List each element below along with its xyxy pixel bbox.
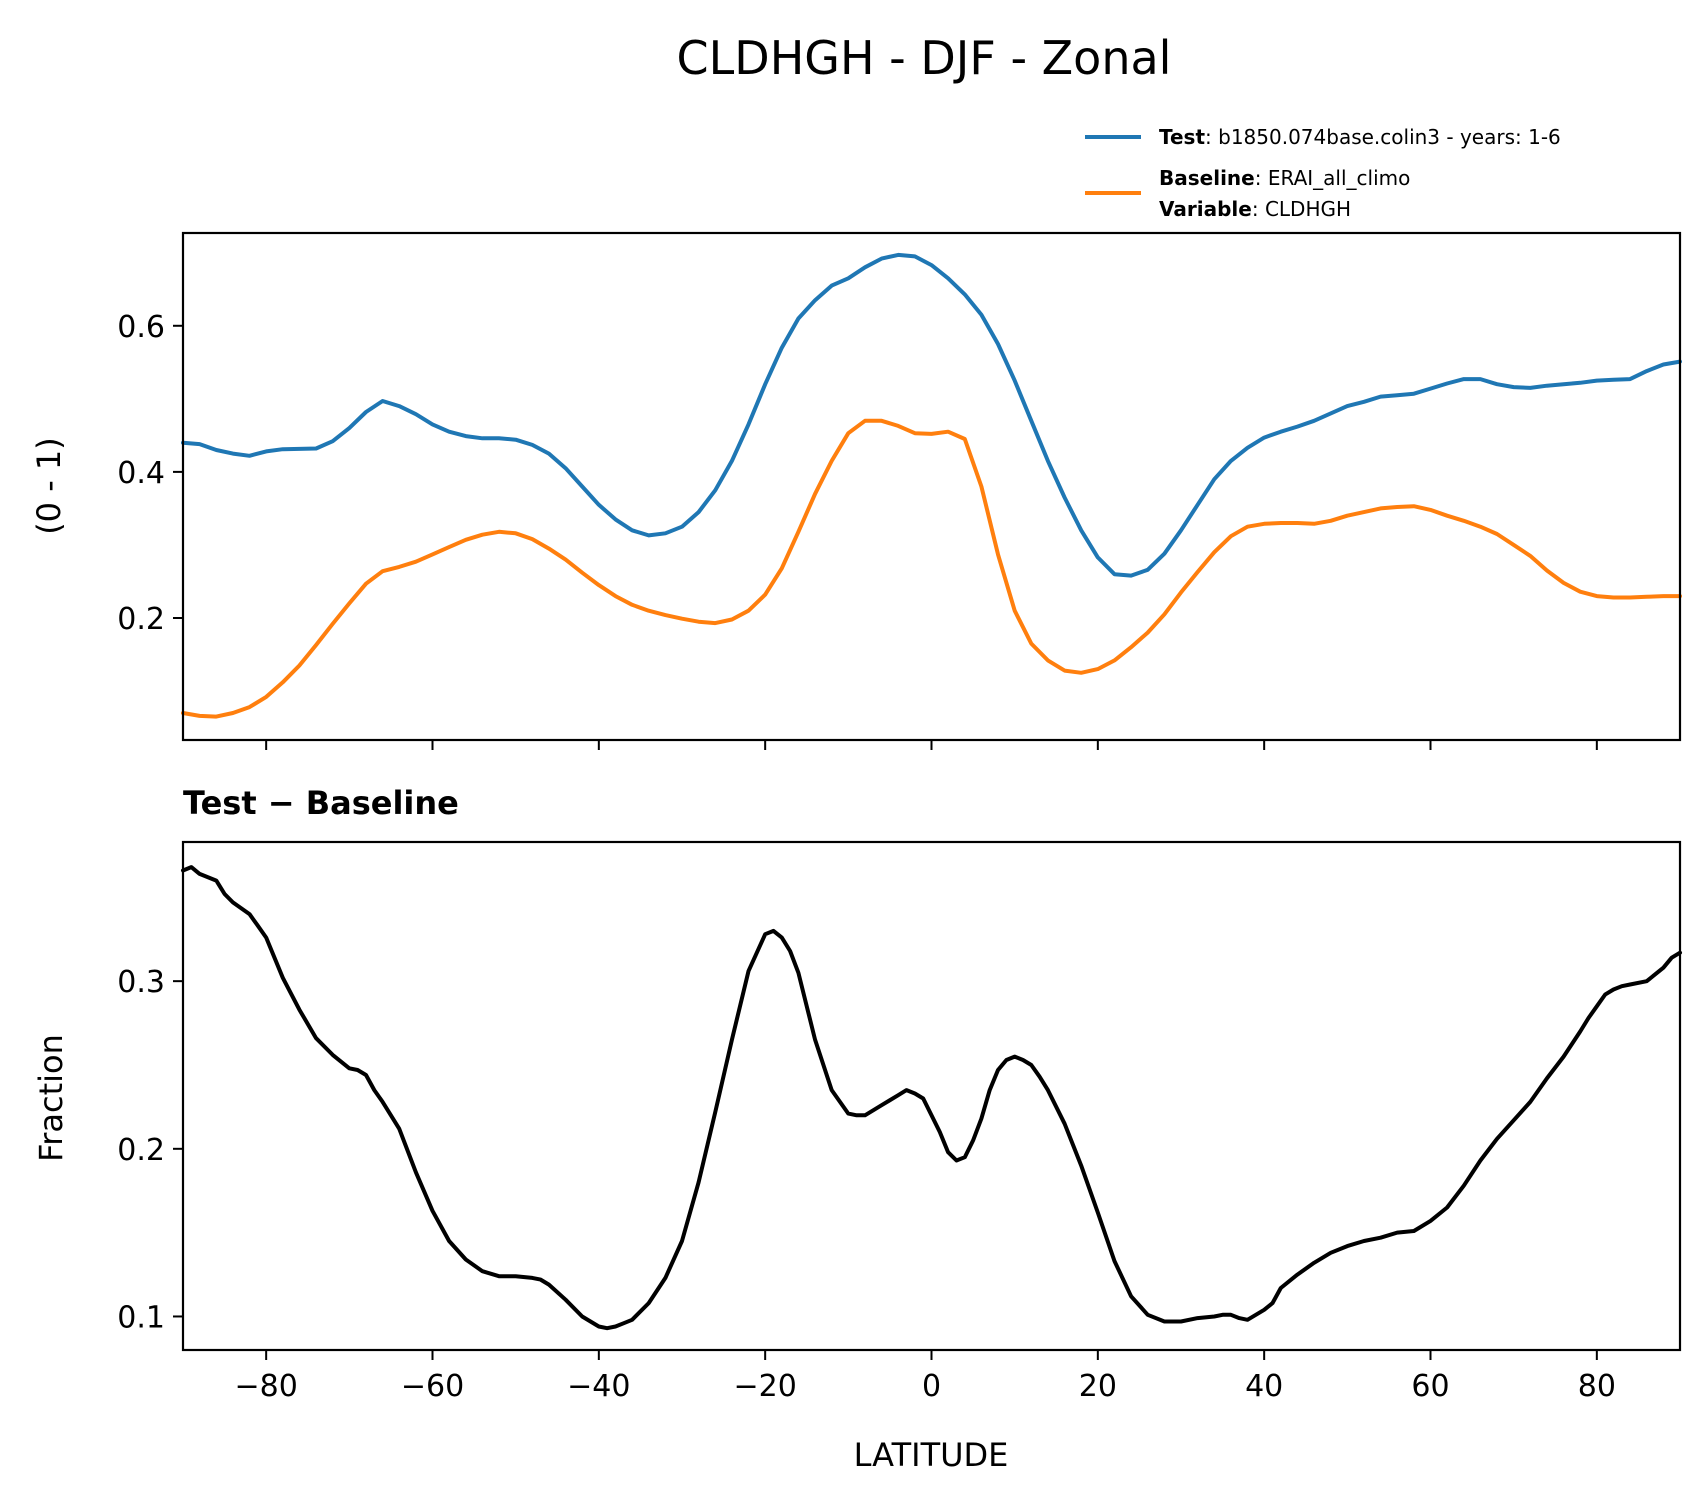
bottom-y-tick-label: 0.2: [117, 1133, 165, 1168]
top-series-line-baseline: [181, 418, 1682, 719]
legend-separator: :: [1252, 197, 1265, 221]
top-y-tick-label: 0.2: [117, 602, 165, 637]
legend-variable-value: CLDHGH: [1265, 197, 1351, 221]
bottom-y-tick-label: 0.1: [117, 1300, 165, 1335]
bottom-x-tick-label: 40: [1245, 1369, 1283, 1404]
top-y-axis-label: (0 - 1): [30, 437, 68, 535]
legend-baseline-key: Baseline: [1159, 166, 1255, 190]
bottom-panel: Test − Baseline −80 −60 −40 −20 0 20 40 60 80 0.…: [32, 784, 1682, 1474]
bottom-x-tick-label: 60: [1411, 1369, 1449, 1404]
bottom-x-tick-label: 20: [1079, 1369, 1117, 1404]
top-y-tick-label: 0.6: [117, 310, 165, 345]
legend-test-key: Test: [1159, 125, 1205, 149]
top-panel: 0.2 0.4 0.6 (0 - 1): [30, 231, 1682, 750]
legend-separator: :: [1205, 125, 1218, 149]
bottom-plot-frame: [181, 840, 1682, 1352]
bottom-panel-title: Test − Baseline: [183, 784, 459, 822]
legend-variable-key: Variable: [1159, 197, 1252, 221]
bottom-x-tick-label: −40: [567, 1369, 630, 1404]
top-plot-frame: [181, 231, 1682, 742]
legend-test-value: b1850.074base.colin3 - years: 1-6: [1218, 125, 1561, 149]
top-y-tick-label: 0.4: [117, 456, 165, 491]
legend: Test: b1850.074base.colin3 - years: 1-6 …: [1085, 125, 1561, 221]
legend-baseline-value: ERAI_all_climo: [1268, 166, 1411, 190]
bottom-x-tick-label: 80: [1578, 1369, 1616, 1404]
bottom-x-tick-label: −60: [401, 1369, 464, 1404]
legend-test-label: Test: b1850.074base.colin3 - years: 1-6: [1159, 125, 1561, 149]
bottom-x-tick-label: 0: [922, 1369, 941, 1404]
bottom-x-tick-label: −80: [235, 1369, 298, 1404]
legend-separator: :: [1255, 166, 1268, 190]
bottom-y-tick-label: 0.3: [117, 965, 165, 1000]
legend-variable-label: Variable: CLDHGH: [1159, 197, 1351, 221]
bottom-y-axis-label: Fraction: [32, 1034, 70, 1162]
top-series-line-test: [181, 252, 1682, 578]
figure-title: CLDHGH - DJF - Zonal: [677, 31, 1172, 85]
x-axis-label: LATITUDE: [854, 1436, 1009, 1474]
bottom-series-line-difference: [181, 865, 1682, 1331]
legend-baseline-label: Baseline: ERAI_all_climo: [1159, 166, 1410, 190]
bottom-x-tick-label: −20: [734, 1369, 797, 1404]
